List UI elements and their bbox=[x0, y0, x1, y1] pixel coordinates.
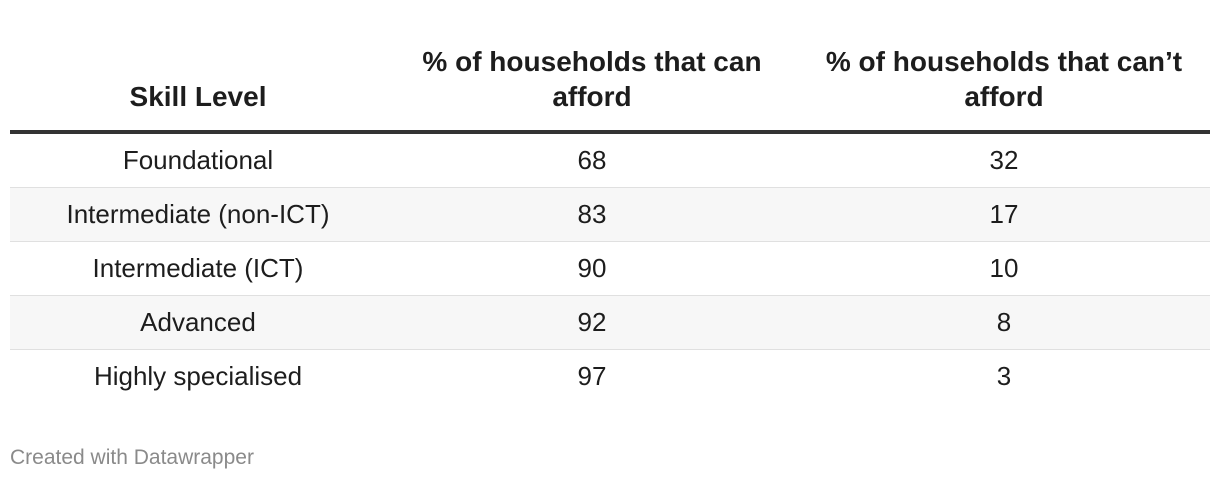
cell-skill-level: Foundational bbox=[10, 132, 386, 188]
cell-can-afford: 83 bbox=[386, 187, 798, 242]
header-can-afford: % of households that can afford bbox=[386, 30, 798, 134]
table-row: Intermediate (ICT) 90 10 bbox=[10, 241, 1210, 296]
data-table: Skill Level % of households that can aff… bbox=[10, 30, 1210, 403]
header-skill-level: Skill Level bbox=[10, 30, 386, 134]
header-cant-afford: % of households that can’t afford bbox=[798, 30, 1210, 134]
header-row: Skill Level % of households that can aff… bbox=[10, 30, 1210, 134]
cell-can-afford: 90 bbox=[386, 241, 798, 296]
table-row: Foundational 68 32 bbox=[10, 132, 1210, 188]
cell-can-afford: 92 bbox=[386, 295, 798, 350]
table-row: Intermediate (non-ICT) 83 17 bbox=[10, 187, 1210, 242]
cell-can-afford: 68 bbox=[386, 132, 798, 188]
table-row: Highly specialised 97 3 bbox=[10, 350, 1210, 404]
cell-can-afford: 97 bbox=[577, 361, 607, 391]
cell-cant-afford: 10 bbox=[798, 241, 1210, 296]
cell-cant-afford: 32 bbox=[798, 132, 1210, 188]
cell-cant-afford: 3 bbox=[996, 361, 1012, 391]
cell-skill-level: Advanced bbox=[10, 295, 386, 350]
cell-skill-level: Intermediate (ICT) bbox=[10, 241, 386, 296]
data-table-container: Skill Level % of households that can aff… bbox=[10, 30, 1210, 403]
cell-skill-level: Intermediate (non-ICT) bbox=[10, 187, 386, 242]
table-header: Skill Level % of households that can aff… bbox=[10, 30, 1210, 134]
table-body: Foundational 68 32 Intermediate (non-ICT… bbox=[10, 132, 1210, 403]
table-row: Advanced 92 8 bbox=[10, 295, 1210, 350]
datawrapper-credit: Created with Datawrapper bbox=[10, 446, 254, 469]
cell-cant-afford: 8 bbox=[798, 295, 1210, 350]
cell-cant-afford: 17 bbox=[798, 187, 1210, 242]
cell-skill-level: Highly specialised bbox=[93, 361, 303, 391]
